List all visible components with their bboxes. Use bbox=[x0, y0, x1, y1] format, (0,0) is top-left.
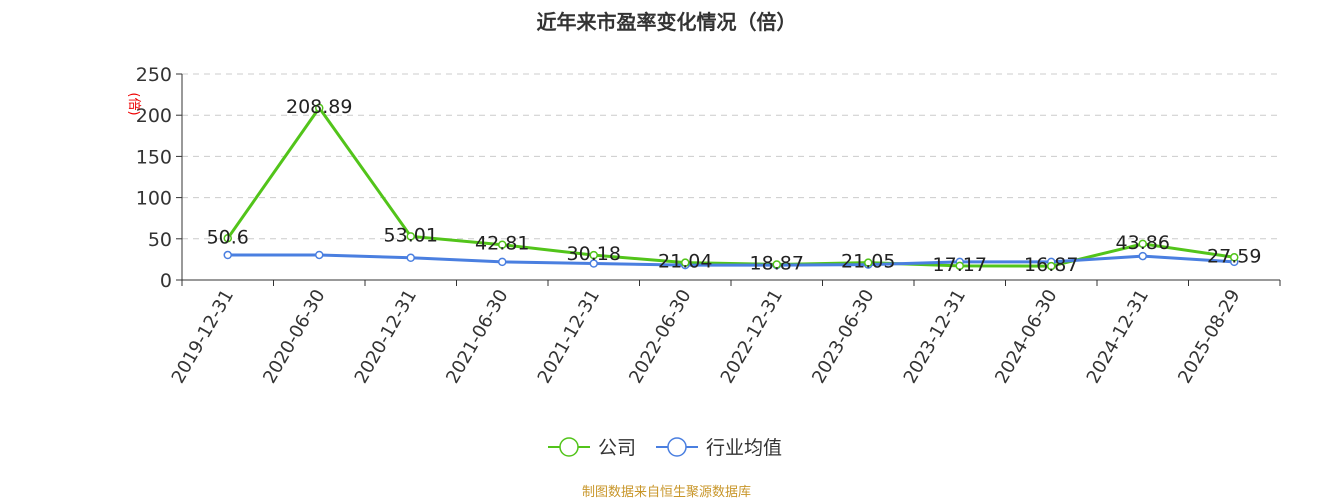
data-point bbox=[1230, 253, 1239, 262]
data-point bbox=[955, 261, 964, 271]
data-label: 43.86 bbox=[1116, 232, 1170, 254]
x-tick-label: 2021-06-30 bbox=[442, 286, 512, 387]
data-label: 21.05 bbox=[841, 251, 895, 273]
y-tick-label: 0 bbox=[160, 270, 172, 292]
legend-marker bbox=[559, 437, 579, 457]
data-point bbox=[406, 253, 415, 263]
x-tick-label: 2020-12-31 bbox=[351, 286, 421, 387]
data-point bbox=[589, 250, 598, 260]
x-tick-label: 2022-06-30 bbox=[625, 286, 695, 387]
x-tick-label: 2023-12-31 bbox=[900, 286, 970, 387]
data-point bbox=[1047, 261, 1056, 271]
data-point bbox=[681, 258, 690, 267]
x-tick-label: 2024-12-31 bbox=[1083, 286, 1153, 387]
data-point bbox=[315, 250, 324, 260]
x-tick-label: 2023-06-30 bbox=[808, 286, 878, 387]
data-label: 17.17 bbox=[933, 254, 987, 276]
data-point bbox=[315, 103, 324, 113]
data-label: 16.87 bbox=[1024, 254, 1078, 276]
data-label: 50.6 bbox=[207, 226, 249, 248]
data-label: 30.18 bbox=[567, 243, 621, 265]
y-tick-label: 150 bbox=[136, 146, 172, 168]
pe-ratio-line-chart: 0 50 100 150 200 250 (倍) 2019-12-31 2020-06-30 20… bbox=[126, 64, 1281, 459]
data-label: 27.59 bbox=[1207, 245, 1261, 267]
data-point bbox=[772, 260, 781, 269]
data-point bbox=[223, 250, 232, 260]
data-source-note: 制图数据来自恒生聚源数据库 bbox=[581, 485, 751, 500]
y-tick-label: 250 bbox=[136, 64, 172, 86]
x-tick-label: 2020-06-30 bbox=[259, 286, 329, 387]
data-point bbox=[498, 240, 507, 249]
series-line-0 bbox=[226, 105, 1235, 268]
data-point bbox=[1138, 239, 1147, 249]
data-point bbox=[864, 258, 873, 267]
y-tick-label: 50 bbox=[148, 229, 172, 251]
data-label: 53.01 bbox=[384, 224, 438, 246]
legend-label: 行业均值 bbox=[706, 437, 782, 459]
y-tick-label: 100 bbox=[136, 188, 172, 210]
x-tick-label: 2024-06-30 bbox=[991, 286, 1061, 387]
series-line-1 bbox=[227, 253, 1235, 267]
data-point bbox=[406, 232, 415, 241]
y-axis-label: (倍) bbox=[126, 92, 141, 115]
x-tick-label: 2022-12-31 bbox=[717, 286, 787, 387]
chart-title: 近年来市盈率变化情况（倍） bbox=[536, 10, 797, 34]
y-tick-label: 200 bbox=[136, 105, 172, 127]
data-label: 21.04 bbox=[658, 251, 712, 273]
data-label: 208.89 bbox=[286, 96, 352, 118]
x-tick-label: 2025-08-29 bbox=[1174, 286, 1244, 387]
data-point bbox=[498, 257, 507, 267]
data-point bbox=[223, 234, 232, 243]
legend-marker bbox=[667, 437, 687, 457]
legend-label: 公司 bbox=[598, 437, 636, 459]
data-point bbox=[589, 259, 598, 268]
data-label: 42.81 bbox=[475, 233, 529, 255]
x-tick-label: 2021-12-31 bbox=[534, 286, 604, 387]
data-label: 18.87 bbox=[750, 252, 804, 274]
data-point bbox=[1138, 251, 1147, 261]
x-tick-label: 2019-12-31 bbox=[168, 286, 238, 387]
